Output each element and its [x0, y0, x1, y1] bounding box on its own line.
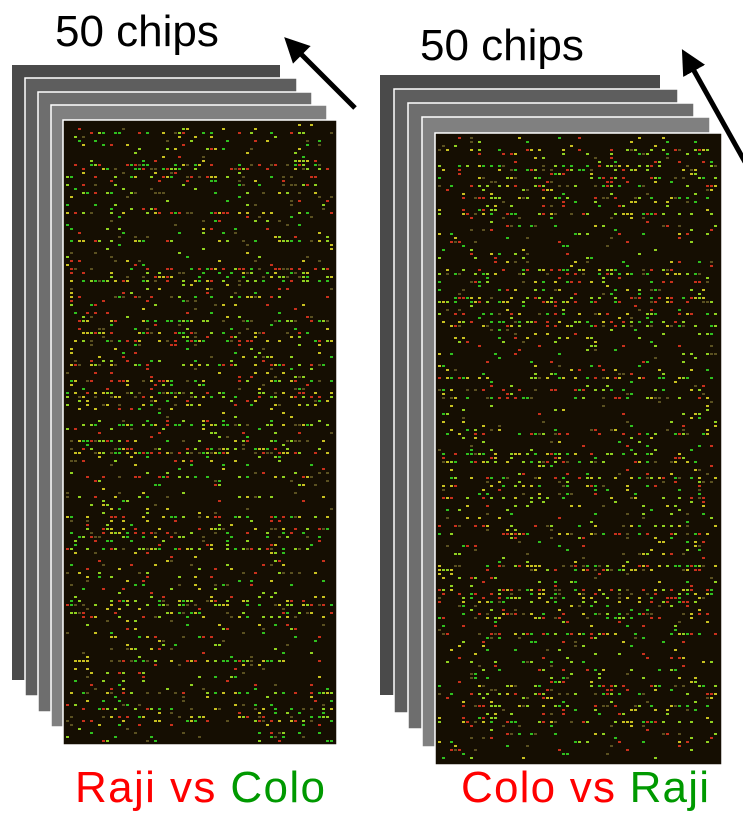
sample-first: Raji: [75, 763, 155, 812]
sample-second: Colo: [230, 763, 325, 812]
microarray: [434, 132, 723, 766]
arrow: [681, 49, 743, 164]
vs: vs: [170, 763, 215, 812]
sample-second: Raji: [630, 763, 709, 812]
comparison-label: Raji vs Colo: [75, 763, 325, 812]
chip-count: 50 chips: [55, 7, 219, 56]
microarray: [62, 119, 338, 746]
right-stack: 50 chips Colo vs Raji: [380, 21, 743, 812]
sample-first: Colo: [461, 763, 555, 812]
left-stack: 50 chips Raji vs Colo: [12, 7, 357, 812]
comparison-label: Colo vs Raji: [461, 763, 709, 812]
arrow: [284, 37, 357, 110]
vs: vs: [570, 763, 615, 812]
chip-count: 50 chips: [420, 21, 584, 70]
spots: [438, 137, 717, 751]
